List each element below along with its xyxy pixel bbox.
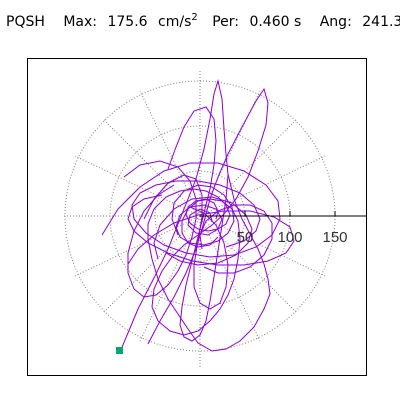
grid-spoke <box>199 215 261 342</box>
trace-path <box>127 194 295 266</box>
trace-path <box>153 196 253 266</box>
grid-spoke <box>74 155 201 217</box>
trace-path <box>143 174 229 310</box>
max-value: 175.6 <box>107 13 148 30</box>
grid-spoke <box>102 215 201 314</box>
grid-spoke <box>199 90 261 217</box>
grid-spoke <box>199 118 298 217</box>
station-code: PQSH <box>6 13 45 30</box>
max-label: Max: <box>63 13 98 30</box>
x-tick-label-100: 100 <box>277 229 302 246</box>
grid-spoke <box>74 215 201 277</box>
grid-spoke <box>139 215 201 342</box>
units-text: cm/s <box>158 13 192 30</box>
trace-path <box>199 204 273 274</box>
trace-path <box>167 106 229 342</box>
header: PQSH Max: 175.6 cm/s2 Per: 0.460 s Ang: … <box>6 12 400 30</box>
period-label: Per: <box>212 13 239 30</box>
trace-path <box>119 79 271 353</box>
trace-path <box>147 87 269 345</box>
particle-motion-trace <box>101 79 295 353</box>
angle-value: 241.3 <box>362 13 400 30</box>
grid-spoke <box>199 155 326 217</box>
polar-grid <box>63 69 336 369</box>
trace-path <box>171 184 235 246</box>
units: cm/s2 <box>158 12 198 30</box>
polar-plot-frame: 50 100 150 <box>27 58 367 376</box>
grid-spoke <box>102 118 201 217</box>
angle-label: Ang: <box>319 13 352 30</box>
trace-end-marker <box>116 347 123 354</box>
units-exponent: 2 <box>191 12 198 23</box>
trace-path <box>123 160 197 298</box>
x-tick-label-150: 150 <box>322 229 347 246</box>
grid-spoke <box>139 90 201 217</box>
grid-spoke <box>199 215 298 314</box>
period-value: 0.460 s <box>249 13 302 30</box>
polar-plot: 50 100 150 <box>63 69 366 369</box>
grid-spoke <box>199 215 326 277</box>
x-tick-label-50: 50 <box>237 229 254 246</box>
trace-path <box>101 162 281 258</box>
